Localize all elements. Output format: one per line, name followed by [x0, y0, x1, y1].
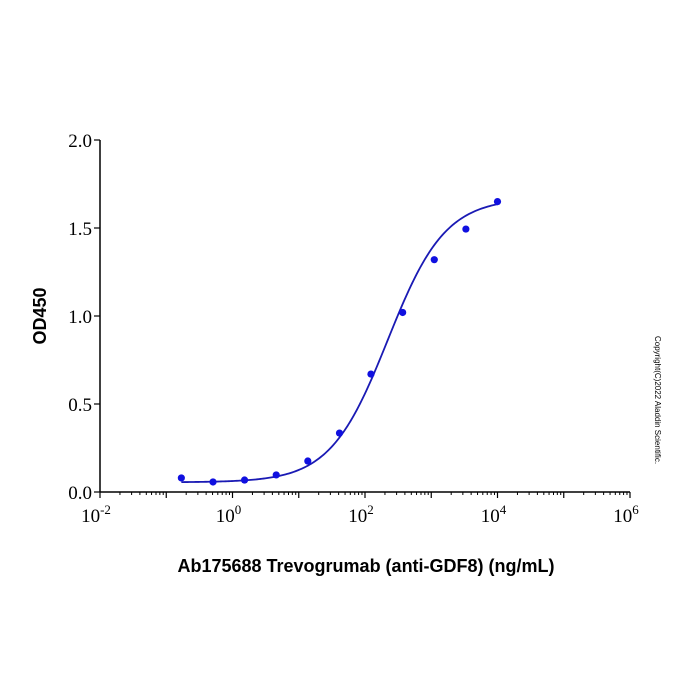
x-tick-label: 100	[216, 502, 242, 527]
x-tick-label: 106	[613, 502, 639, 527]
y-tick-label: 0.0	[68, 483, 92, 504]
y-tick-label: 2.0	[68, 131, 92, 152]
y-axis-label: OD450	[30, 287, 50, 344]
axes	[94, 139, 631, 498]
fit-curve	[181, 203, 498, 483]
data-point	[177, 474, 185, 482]
data-point	[240, 476, 249, 484]
tick-labels: 10-2 100 102 104 106 0.0 0.5 1.0 1.5 2.0	[68, 131, 639, 527]
data-point	[304, 457, 312, 465]
data-point	[399, 308, 407, 317]
data-point	[367, 370, 375, 378]
x-axis-label: Ab175688 Trevogrumab (anti-GDF8) (ng/mL)	[177, 556, 554, 576]
data-point	[335, 429, 344, 437]
data-point	[430, 256, 438, 264]
data-points	[177, 198, 502, 486]
y-tick-label: 1.0	[68, 307, 92, 328]
data-point	[272, 471, 280, 479]
copyright-text: Copyright(C)2022 Aladdin Scientific.	[653, 336, 662, 464]
data-point	[209, 478, 217, 486]
x-tick-label: 102	[348, 502, 374, 527]
data-point	[493, 198, 502, 206]
y-tick-label: 1.5	[68, 219, 92, 240]
x-tick-label: 10-2	[81, 502, 111, 527]
x-tick-label: 104	[481, 502, 507, 527]
y-tick-label: 0.5	[68, 395, 92, 416]
data-point	[462, 225, 470, 233]
